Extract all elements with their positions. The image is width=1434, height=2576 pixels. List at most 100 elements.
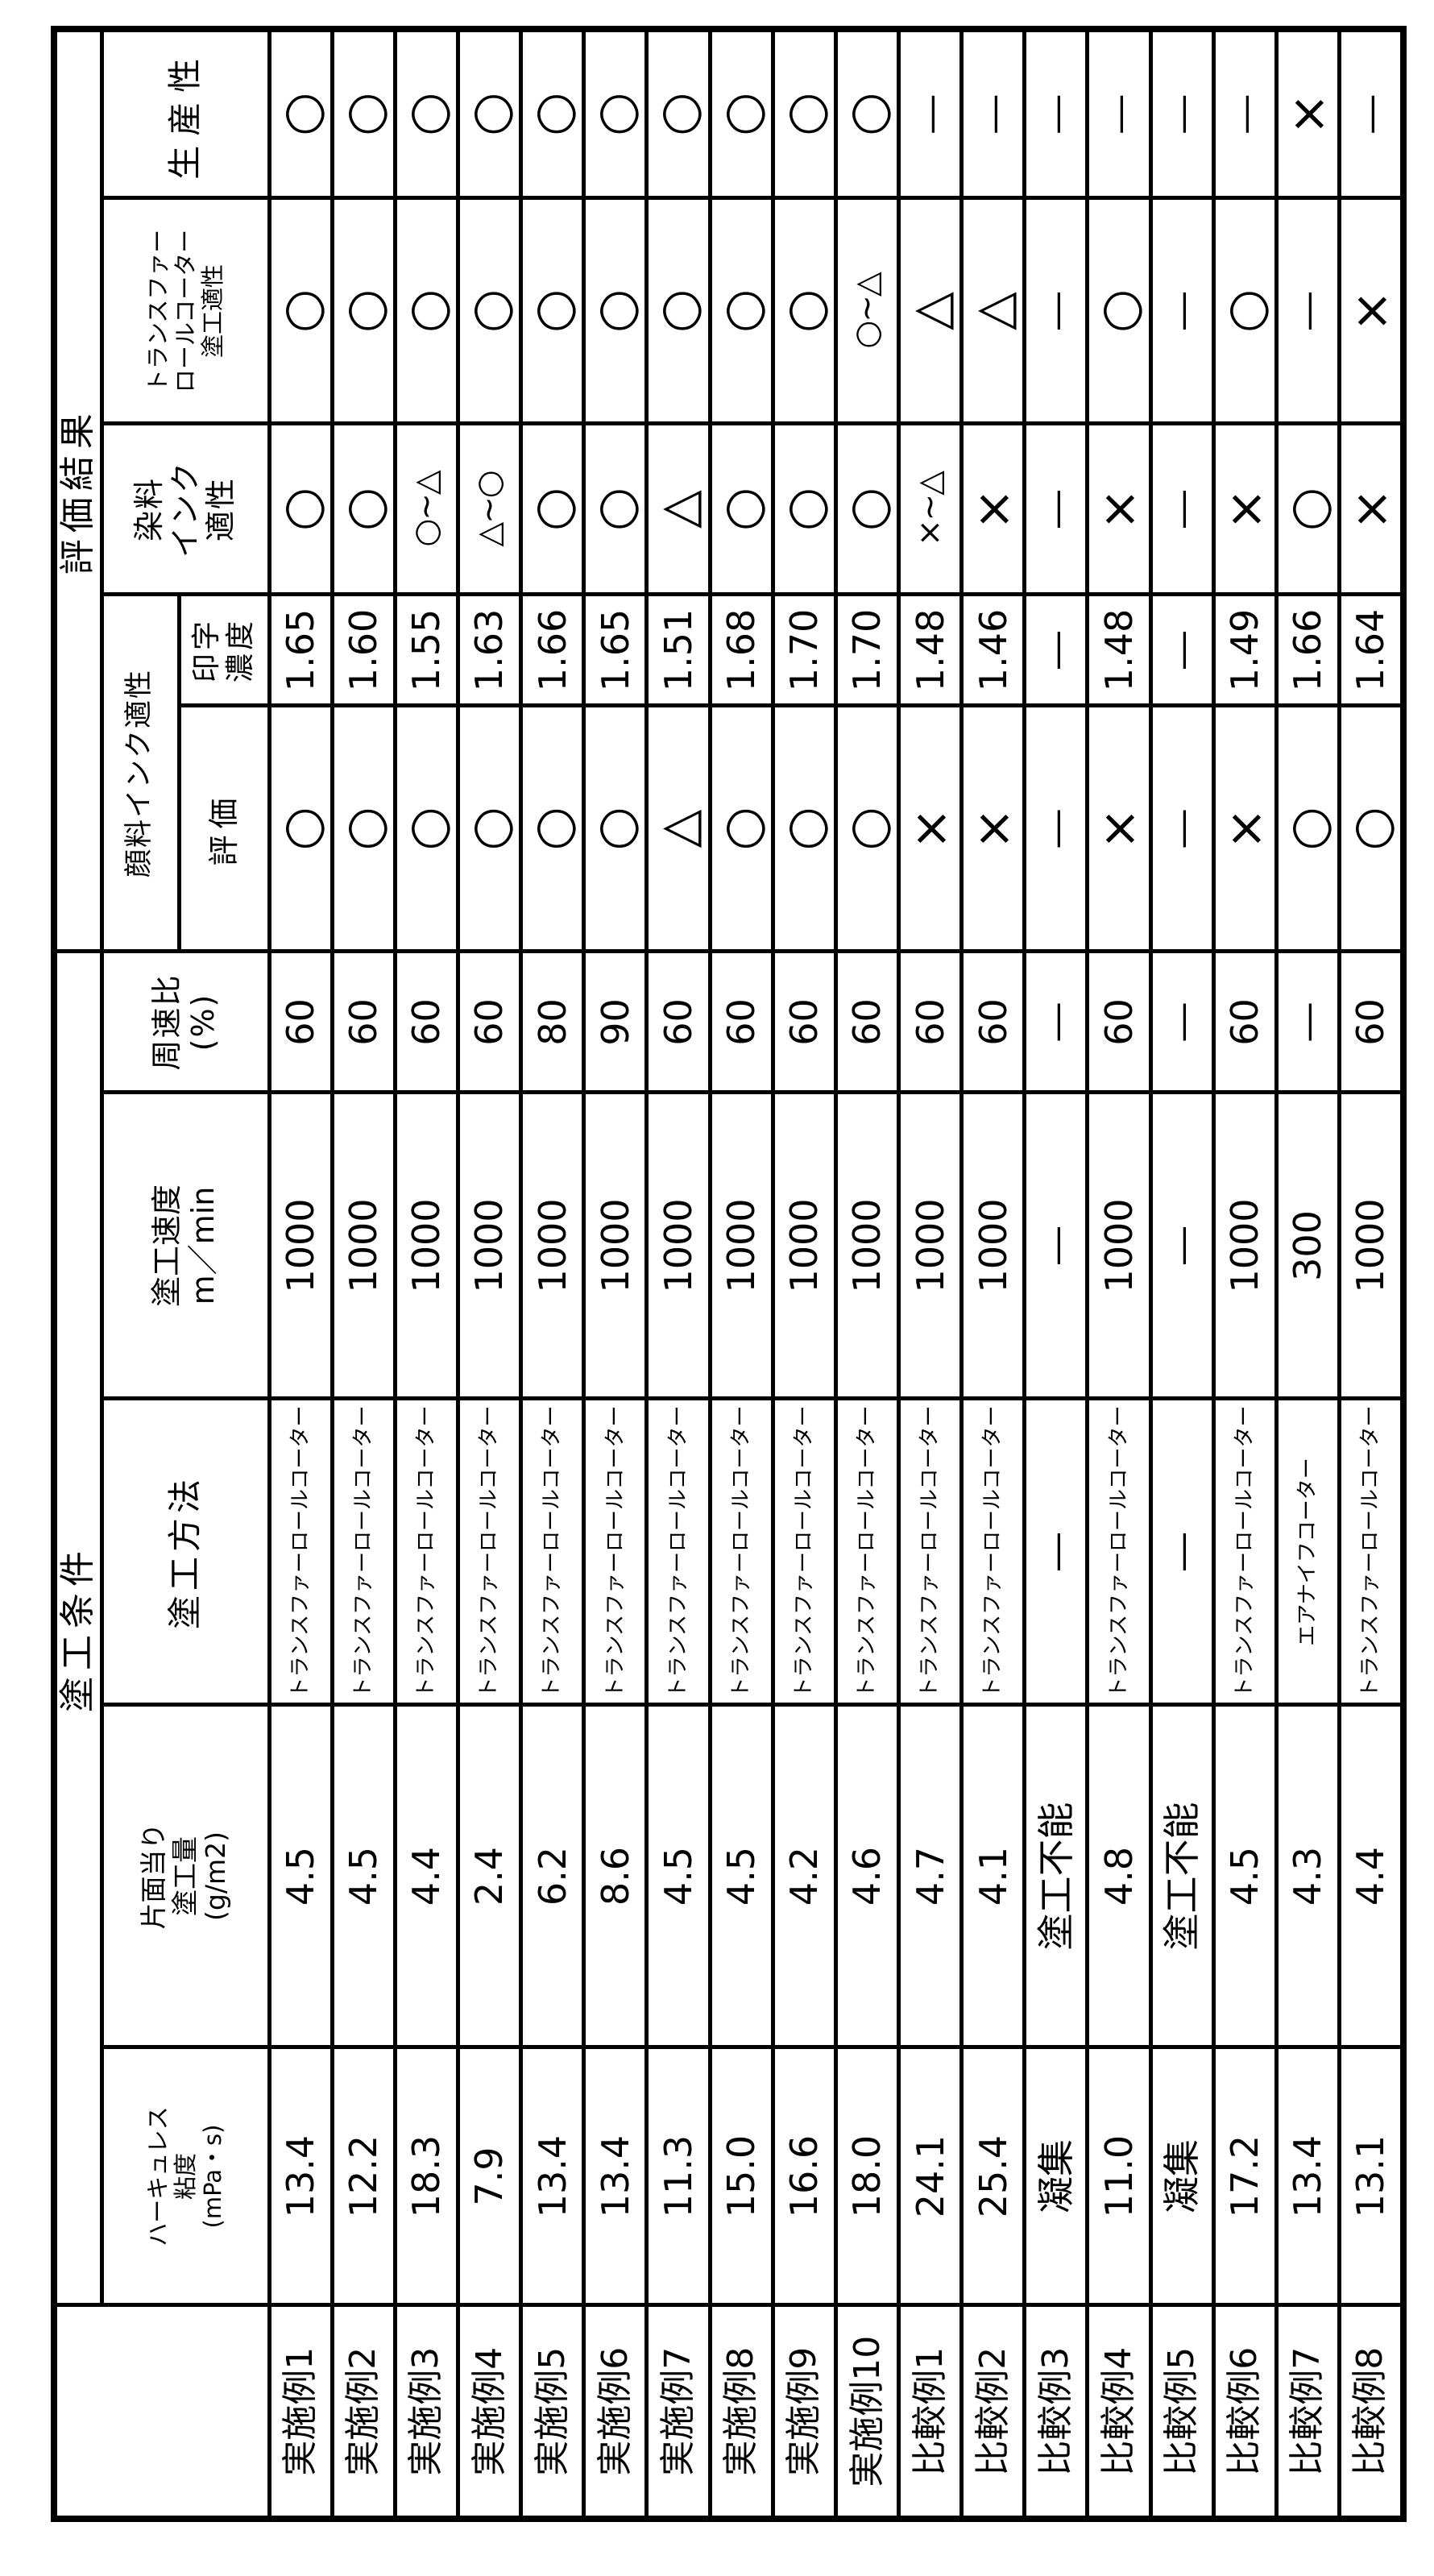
cell-print-density: 1.70 xyxy=(773,594,836,706)
cell-coating-speed: 1000 xyxy=(1339,1093,1403,1399)
cell-speed-ratio: ― xyxy=(1150,951,1214,1093)
cell-transfer-suitability: △ xyxy=(898,197,962,424)
cell-print-density: 1.66 xyxy=(1276,594,1340,706)
table-row: 比較例2 25.4 4.1 トランスファーロールコーター 1000 60 × 1… xyxy=(961,28,1025,2519)
row-label: 実施例5 xyxy=(520,2305,584,2519)
cell-coating-method: ― xyxy=(1150,1399,1214,1705)
cell-hercules-viscosity: 凝集 xyxy=(1150,2047,1214,2305)
cell-coating-speed: 300 xyxy=(1276,1093,1340,1399)
cell-dye-ink-suitability: ○ xyxy=(710,423,773,595)
table-row: 実施例7 11.3 4.5 トランスファーロールコーター 1000 60 △ 1… xyxy=(646,28,711,2519)
cell-coat-amount: 4.5 xyxy=(269,1705,333,2047)
cell-dye-ink-suitability: ― xyxy=(1150,423,1214,595)
header-line: (mPa・s) xyxy=(199,2124,227,2229)
cell-coat-amount: 6.2 xyxy=(520,1705,584,2047)
cell-coating-speed: 1000 xyxy=(898,1093,962,1399)
cell-pigment-evaluation: △ xyxy=(646,705,711,952)
cell-coating-method: トランスファーロールコーター xyxy=(395,1399,458,1705)
cell-hercules-viscosity: 18.0 xyxy=(835,2047,899,2305)
cell-dye-ink-suitability: ○ xyxy=(773,423,836,595)
table-row: 比較例7 13.4 4.3 エアナイフコーター 300 ― ○ 1.66 ○ ―… xyxy=(1276,28,1340,2519)
cell-dye-ink-suitability: ○ xyxy=(269,423,333,595)
cell-transfer-suitability: ○ xyxy=(269,197,333,424)
table-row: 実施例8 15.0 4.5 トランスファーロールコーター 1000 60 ○ 1… xyxy=(710,28,773,2519)
row-label: 実施例10 xyxy=(835,2305,899,2519)
cell-coat-amount: 4.5 xyxy=(332,1705,396,2047)
table-row: 実施例6 13.4 8.6 トランスファーロールコーター 1000 90 ○ 1… xyxy=(583,28,647,2519)
cell-productivity: ― xyxy=(961,28,1025,198)
cell-productivity: ○ xyxy=(269,28,333,198)
cell-coating-method: トランスファーロールコーター xyxy=(1339,1399,1403,1705)
cell-productivity: ○ xyxy=(646,28,711,198)
header-line: ハーキュレス xyxy=(143,2106,172,2246)
cell-speed-ratio: 60 xyxy=(646,951,711,1093)
cell-coating-method: ― xyxy=(1024,1399,1088,1705)
cell-coat-amount: 塗工不能 xyxy=(1024,1705,1088,2047)
cell-coating-method: トランスファーロールコーター xyxy=(835,1399,899,1705)
col-header-peripheral-speed-ratio: 周速比 (%) xyxy=(102,951,269,1093)
cell-speed-ratio: 60 xyxy=(332,951,396,1093)
header-line: インク xyxy=(167,460,203,558)
cell-pigment-evaluation: ○ xyxy=(458,705,521,952)
row-label: 実施例2 xyxy=(332,2305,396,2519)
patent-evaluation-table: 塗工条件 評価結果 ハーキュレス 粘度 (mPa・s) 片面当り 塗工量 (g/… xyxy=(51,25,1407,2522)
cell-print-density: 1.63 xyxy=(458,594,521,706)
cell-speed-ratio: 60 xyxy=(710,951,773,1093)
cell-hercules-viscosity: 17.2 xyxy=(1213,2047,1277,2305)
cell-speed-ratio: 60 xyxy=(458,951,521,1093)
row-label: 比較例1 xyxy=(898,2305,962,2519)
cell-productivity: ○ xyxy=(835,28,899,198)
cell-pigment-evaluation: ― xyxy=(1150,705,1214,952)
cell-speed-ratio: 90 xyxy=(583,951,647,1093)
cell-coating-speed: ― xyxy=(1150,1093,1214,1399)
cell-transfer-suitability: ○ xyxy=(1087,197,1151,424)
cell-dye-ink-suitability: ○ xyxy=(520,423,584,595)
header-line: (g/m2) xyxy=(200,1831,232,1921)
cell-hercules-viscosity: 16.6 xyxy=(773,2047,836,2305)
cell-coat-amount: 4.2 xyxy=(773,1705,836,2047)
cell-dye-ink-suitability: ○~△ xyxy=(395,423,458,595)
cell-hercules-viscosity: 13.1 xyxy=(1339,2047,1403,2305)
header-line: 塗工速度 xyxy=(149,1184,185,1308)
cell-coat-amount: 4.6 xyxy=(835,1705,899,2047)
row-label: 実施例4 xyxy=(458,2305,521,2519)
cell-coat-amount: 4.5 xyxy=(710,1705,773,2047)
cell-pigment-evaluation: ○ xyxy=(520,705,584,952)
cell-transfer-suitability: ○ xyxy=(458,197,521,424)
group-header-coating-conditions: 塗工条件 xyxy=(54,951,102,2305)
cell-print-density: 1.68 xyxy=(710,594,773,706)
cell-print-density: 1.55 xyxy=(395,594,458,706)
cell-print-density: 1.51 xyxy=(646,594,711,706)
cell-speed-ratio: 60 xyxy=(1213,951,1277,1093)
cell-coating-speed: 1000 xyxy=(520,1093,584,1399)
col-header-pigment-ink-suitability: 顔料インク適性 xyxy=(102,594,179,952)
cell-transfer-suitability: ○ xyxy=(710,197,773,424)
row-label: 実施例8 xyxy=(710,2305,773,2519)
cell-pigment-evaluation: ○ xyxy=(332,705,396,952)
cell-productivity: ― xyxy=(1150,28,1214,198)
cell-dye-ink-suitability: × xyxy=(1213,423,1277,595)
cell-pigment-evaluation: × xyxy=(961,705,1025,952)
cell-productivity: ― xyxy=(1213,28,1277,198)
cell-hercules-viscosity: 7.9 xyxy=(458,2047,521,2305)
cell-coat-amount: 4.1 xyxy=(961,1705,1025,2047)
col-header-hercules-viscosity: ハーキュレス 粘度 (mPa・s) xyxy=(102,2047,269,2305)
header-line: 印字 xyxy=(189,617,223,682)
cell-coating-method: トランスファーロールコーター xyxy=(710,1399,773,1705)
cell-productivity: ○ xyxy=(332,28,396,198)
cell-productivity: ― xyxy=(1339,28,1403,198)
cell-productivity: ― xyxy=(898,28,962,198)
cell-dye-ink-suitability: × xyxy=(961,423,1025,595)
col-header-productivity: 生産性 xyxy=(102,28,269,198)
table-row: 比較例1 24.1 4.7 トランスファーロールコーター 1000 60 × 1… xyxy=(898,28,962,2519)
cell-pigment-evaluation: ○ xyxy=(773,705,836,952)
cell-transfer-suitability: ― xyxy=(1276,197,1340,424)
cell-speed-ratio: 60 xyxy=(898,951,962,1093)
cell-speed-ratio: ― xyxy=(1024,951,1088,1093)
cell-speed-ratio: ― xyxy=(1276,951,1340,1093)
col-header-coating-method: 塗工方法 xyxy=(102,1399,269,1705)
row-label: 比較例7 xyxy=(1276,2305,1340,2519)
header-line: 適性 xyxy=(203,476,239,541)
header-line: (%) xyxy=(185,993,221,1052)
header-line: 片面当り xyxy=(137,1823,169,1930)
